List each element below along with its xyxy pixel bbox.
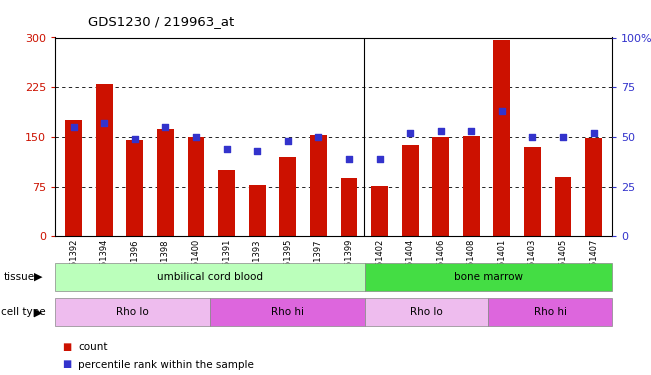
Point — [344, 156, 354, 162]
Point — [466, 128, 477, 134]
Bar — [55, 298, 210, 326]
Bar — [55, 262, 365, 291]
Bar — [279, 157, 296, 236]
Bar — [249, 184, 266, 236]
Text: ■: ■ — [62, 360, 71, 369]
Point — [436, 128, 446, 134]
Point — [283, 138, 293, 144]
Bar — [371, 186, 388, 236]
Point — [589, 130, 599, 136]
Bar — [463, 135, 480, 236]
Text: percentile rank within the sample: percentile rank within the sample — [78, 360, 254, 369]
Point — [405, 130, 415, 136]
Bar — [555, 177, 572, 236]
Bar — [218, 170, 235, 236]
Text: bone marrow: bone marrow — [454, 272, 523, 282]
Point — [221, 146, 232, 152]
Bar — [310, 135, 327, 236]
Point — [497, 108, 507, 114]
Point — [252, 148, 262, 154]
Bar — [157, 129, 174, 236]
Bar — [365, 262, 612, 291]
Bar — [126, 140, 143, 236]
Bar — [210, 298, 365, 326]
Point — [99, 120, 109, 126]
Text: ▶: ▶ — [34, 307, 42, 317]
Text: Rho hi: Rho hi — [271, 307, 304, 317]
Text: Rho lo: Rho lo — [117, 307, 149, 317]
Text: umbilical cord blood: umbilical cord blood — [157, 272, 263, 282]
Bar — [96, 84, 113, 236]
Text: GDS1230 / 219963_at: GDS1230 / 219963_at — [88, 15, 234, 28]
Point — [130, 136, 140, 142]
Bar — [432, 137, 449, 236]
Text: cell type: cell type — [1, 307, 46, 317]
Point — [313, 134, 324, 140]
Text: ■: ■ — [62, 342, 71, 352]
Point — [68, 124, 79, 130]
Point — [160, 124, 171, 130]
Text: Rho hi: Rho hi — [534, 307, 566, 317]
Text: Rho lo: Rho lo — [410, 307, 443, 317]
Bar — [65, 120, 82, 236]
Bar — [365, 298, 488, 326]
Bar — [585, 138, 602, 236]
Point — [374, 156, 385, 162]
Text: tissue: tissue — [3, 272, 35, 282]
Bar — [493, 40, 510, 236]
Point — [558, 134, 568, 140]
Text: ▶: ▶ — [34, 272, 42, 282]
Bar — [340, 178, 357, 236]
Bar — [187, 137, 204, 236]
Text: count: count — [78, 342, 107, 352]
Bar — [402, 146, 419, 236]
Point — [527, 134, 538, 140]
Bar — [524, 147, 541, 236]
Point — [191, 134, 201, 140]
Bar — [488, 298, 612, 326]
